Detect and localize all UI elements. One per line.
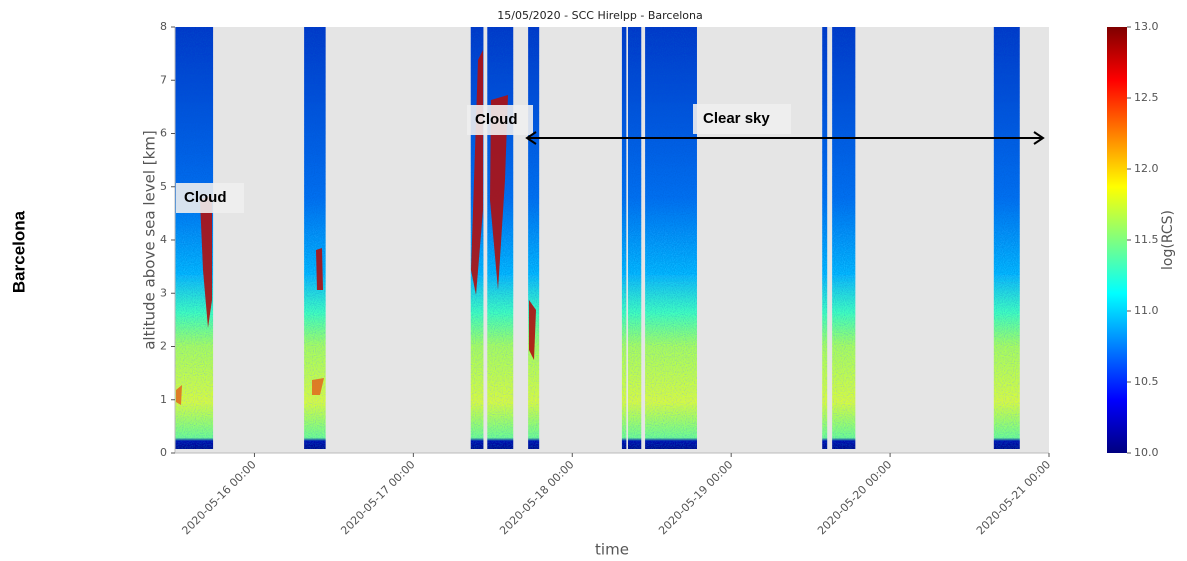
profile-column: [621, 27, 627, 449]
x-tick-label: 2020-05-19 00:00: [656, 458, 735, 537]
annotation-box: [467, 105, 533, 135]
x-tick-label: 2020-05-20 00:00: [815, 458, 894, 537]
colorbar-tick-label: 12.0: [1134, 162, 1159, 175]
profile-column: [304, 27, 326, 449]
y-tick-label: 0: [160, 446, 167, 459]
annotation-box: [176, 183, 244, 213]
colorbar-tick-label: 10.0: [1134, 446, 1159, 459]
colorbar-tick-label: 12.5: [1134, 91, 1159, 104]
profile-column: [832, 27, 856, 449]
profile-column: [628, 27, 642, 449]
arrow: [525, 131, 1045, 145]
y-tick-label: 7: [160, 73, 167, 86]
y-tick-label: 1: [160, 393, 167, 406]
y-tick-label: 2: [160, 340, 167, 353]
profile-column: [822, 27, 828, 449]
colorbar-tick-label: 10.5: [1134, 375, 1159, 388]
annotation: Cloud: [475, 111, 518, 128]
y-tick-label: 4: [160, 233, 167, 246]
colorbar-label: log(RCS): [1160, 210, 1176, 270]
annotation-box: [693, 104, 791, 134]
x-tick-label: 2020-05-17 00:00: [338, 458, 417, 537]
x-tick-label: 2020-05-18 00:00: [497, 458, 576, 537]
annotation: Clear sky: [703, 110, 770, 127]
chart-title: 15/05/2020 - SCC Hirelpp - Barcelona: [497, 9, 702, 22]
colorbar-tick-label: 11.5: [1134, 233, 1159, 246]
colorbar-tick-label: 11.0: [1134, 304, 1159, 317]
colorbar: [1107, 27, 1127, 453]
row-label: Barcelona: [9, 210, 28, 293]
x-axis-label: time: [595, 541, 629, 559]
x-tick-label: 2020-05-16 00:00: [179, 458, 258, 537]
y-tick-label: 6: [160, 127, 167, 140]
x-tick-label: 2020-05-21 00:00: [974, 458, 1053, 537]
colorbar-tick-label: 13.0: [1134, 20, 1159, 33]
profile-column: [645, 27, 697, 449]
profile-column: [993, 27, 1020, 449]
profile-column: [528, 27, 540, 449]
annotation: Cloud: [184, 189, 227, 206]
y-tick-label: 8: [160, 20, 167, 33]
y-tick-label: 3: [160, 286, 167, 299]
y-tick-label: 5: [160, 180, 167, 193]
profiles: [175, 27, 1020, 449]
y-axis-label: altitude above sea level [km]: [141, 130, 159, 350]
